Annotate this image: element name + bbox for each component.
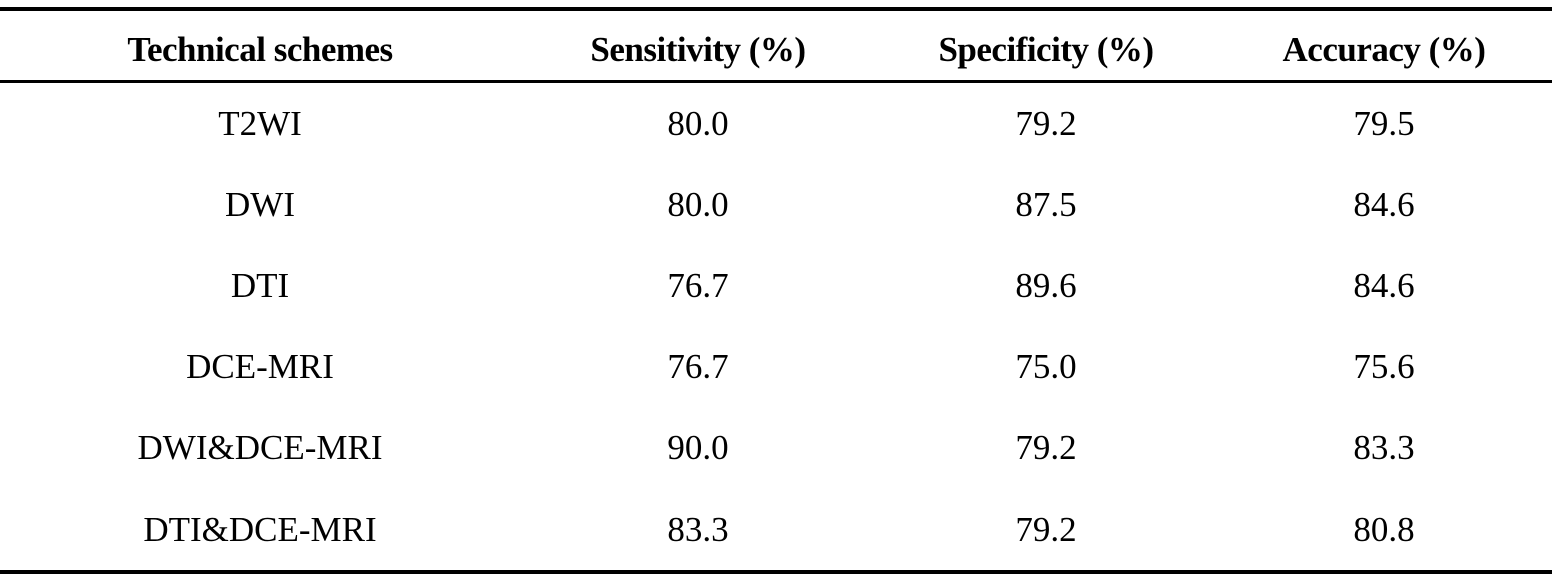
table-header-row: Technical schemes Sensitivity (%) Specif… bbox=[0, 11, 1552, 83]
cell-specificity: 79.2 bbox=[1015, 509, 1077, 549]
cell-specificity: 79.2 bbox=[1015, 428, 1077, 468]
cell-scheme: DTI&DCE-MRI bbox=[143, 509, 377, 549]
cell-accuracy: 80.8 bbox=[1353, 509, 1415, 549]
cell-sensitivity: 90.0 bbox=[667, 428, 729, 468]
table-row: T2WI 80.0 79.2 79.5 bbox=[0, 83, 1552, 164]
table-row: DTI 76.7 89.6 84.6 bbox=[0, 245, 1552, 326]
cell-scheme: DWI bbox=[225, 184, 295, 224]
cell-specificity: 87.5 bbox=[1015, 184, 1077, 224]
header-sensitivity: Sensitivity (%) bbox=[590, 29, 806, 69]
results-table: Technical schemes Sensitivity (%) Specif… bbox=[0, 7, 1552, 575]
table-row: DTI&DCE-MRI 83.3 79.2 80.8 bbox=[0, 489, 1552, 570]
table-row: DWI 80.0 87.5 84.6 bbox=[0, 164, 1552, 245]
cell-sensitivity: 83.3 bbox=[667, 509, 729, 549]
cell-sensitivity: 80.0 bbox=[667, 184, 729, 224]
table-body: T2WI 80.0 79.2 79.5 DWI 80.0 87.5 84.6 DTI 76.7 89… bbox=[0, 83, 1552, 570]
cell-scheme: T2WI bbox=[218, 103, 302, 143]
header-accuracy: Accuracy (%) bbox=[1282, 29, 1486, 69]
cell-accuracy: 84.6 bbox=[1353, 265, 1415, 305]
header-technical-schemes: Technical schemes bbox=[127, 29, 393, 69]
table-row: DWI&DCE-MRI 90.0 79.2 83.3 bbox=[0, 408, 1552, 489]
cell-scheme: DCE-MRI bbox=[186, 347, 334, 387]
cell-accuracy: 83.3 bbox=[1353, 428, 1415, 468]
cell-specificity: 89.6 bbox=[1015, 265, 1077, 305]
cell-scheme: DWI&DCE-MRI bbox=[137, 428, 383, 468]
cell-scheme: DTI bbox=[230, 265, 290, 305]
cell-accuracy: 84.6 bbox=[1353, 184, 1415, 224]
header-specificity: Specificity (%) bbox=[938, 29, 1154, 69]
table-row: DCE-MRI 76.7 75.0 75.6 bbox=[0, 327, 1552, 408]
cell-specificity: 75.0 bbox=[1015, 347, 1077, 387]
cell-sensitivity: 80.0 bbox=[667, 103, 729, 143]
cell-sensitivity: 76.7 bbox=[667, 347, 729, 387]
cell-specificity: 79.2 bbox=[1015, 103, 1077, 143]
cell-accuracy: 79.5 bbox=[1353, 103, 1415, 143]
cell-sensitivity: 76.7 bbox=[667, 265, 729, 305]
cell-accuracy: 75.6 bbox=[1353, 347, 1415, 387]
